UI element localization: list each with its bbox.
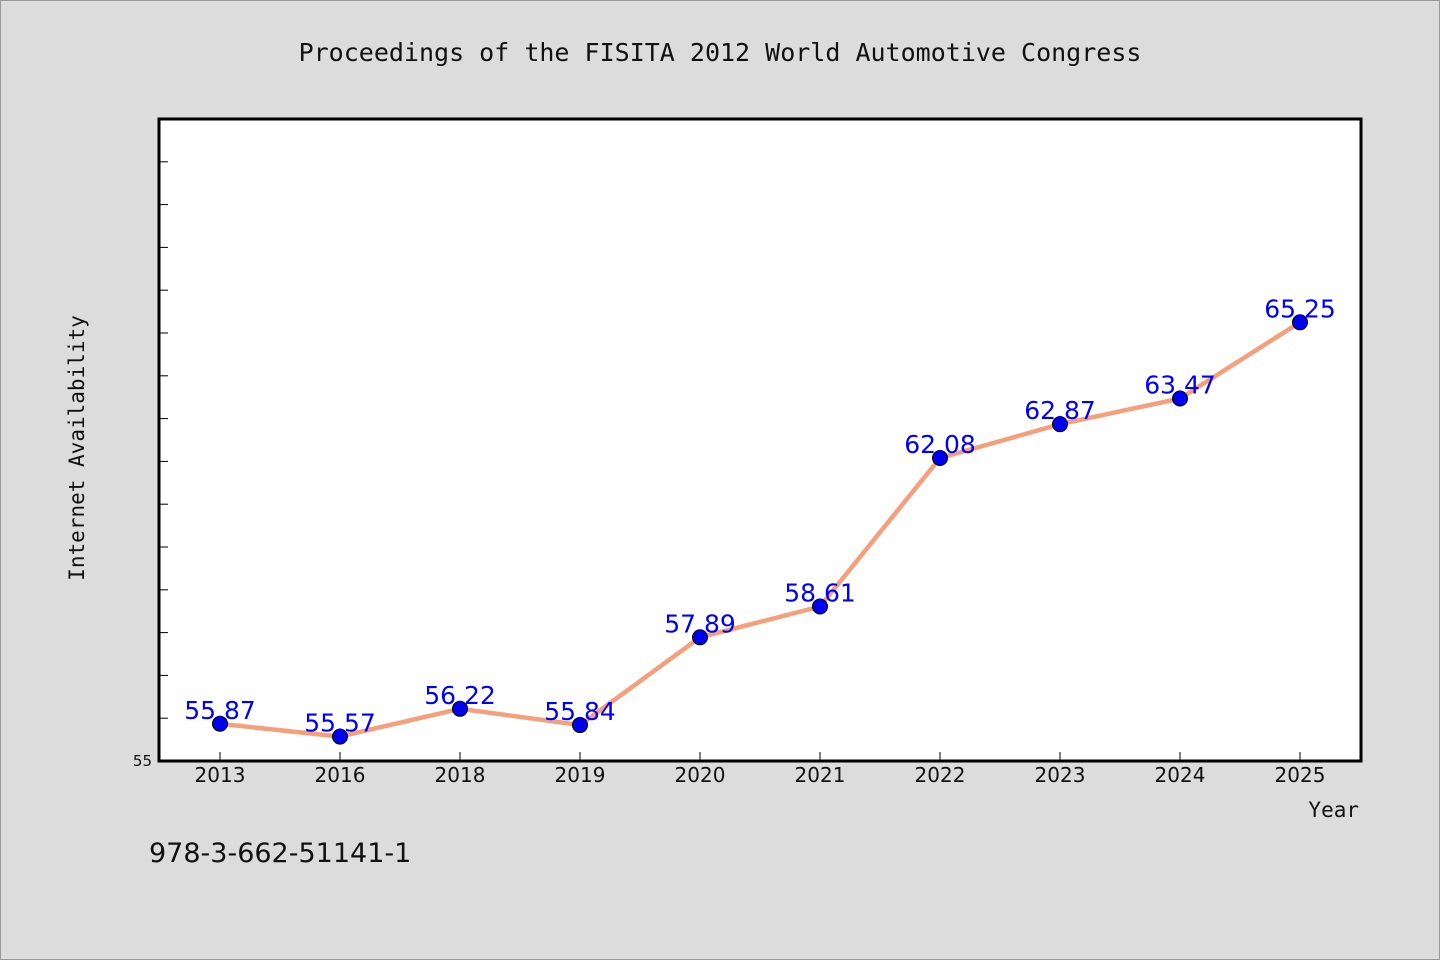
chart-title: Proceedings of the FISITA 2012 World Aut… (299, 38, 1142, 67)
data-point (212, 715, 228, 732)
x-axis-ticks (219, 752, 1301, 761)
y-axis-min-label: 55 (133, 752, 152, 770)
data-point (572, 717, 588, 734)
data-point (1052, 416, 1068, 433)
y-axis-title: Internet Availability (65, 315, 89, 581)
data-label: 58.61 (784, 578, 856, 607)
data-label: 63.47 (1144, 370, 1216, 399)
data-point (332, 728, 348, 745)
x-tick-label: 2018 (435, 763, 486, 787)
x-axis-title: Year (1308, 798, 1359, 822)
x-tick-label: 2020 (675, 763, 726, 787)
data-point (932, 449, 948, 466)
data-point (452, 700, 468, 717)
data-label: 55.84 (544, 697, 616, 726)
series-line (217, 320, 1303, 739)
data-labels: 55.87 55.57 56.22 55.84 57.89 58.61 62.08 62.87… (184, 294, 1336, 737)
x-tick-label: 2023 (1035, 763, 1086, 787)
data-label: 56.22 (424, 681, 496, 710)
x-tick-label: 2022 (915, 763, 966, 787)
x-tick-label: 2019 (555, 763, 606, 787)
data-point (812, 598, 828, 615)
x-axis-tick-labels: 2013 2016 2018 2019 2020 2021 2022 2023 2024 2025 (195, 763, 1326, 787)
data-label: 57.89 (664, 609, 736, 638)
data-point (1292, 314, 1308, 331)
data-point (1172, 390, 1188, 407)
plot-area (157, 117, 1363, 763)
data-point (692, 629, 708, 646)
data-label: 55.57 (304, 709, 376, 738)
data-label: 65.25 (1264, 294, 1336, 323)
x-tick-label: 2013 (195, 763, 246, 787)
data-label: 62.87 (1024, 396, 1096, 425)
series-markers (212, 314, 1308, 745)
x-tick-label: 2025 (1275, 763, 1326, 787)
data-label: 55.87 (184, 696, 256, 725)
x-tick-label: 2024 (1155, 763, 1206, 787)
x-tick-label: 2021 (795, 763, 846, 787)
y-axis-ticks (159, 161, 168, 719)
isbn-footer: 978-3-662-51141-1 (149, 838, 411, 869)
data-label: 62.08 (904, 430, 976, 459)
x-tick-label: 2016 (315, 763, 366, 787)
